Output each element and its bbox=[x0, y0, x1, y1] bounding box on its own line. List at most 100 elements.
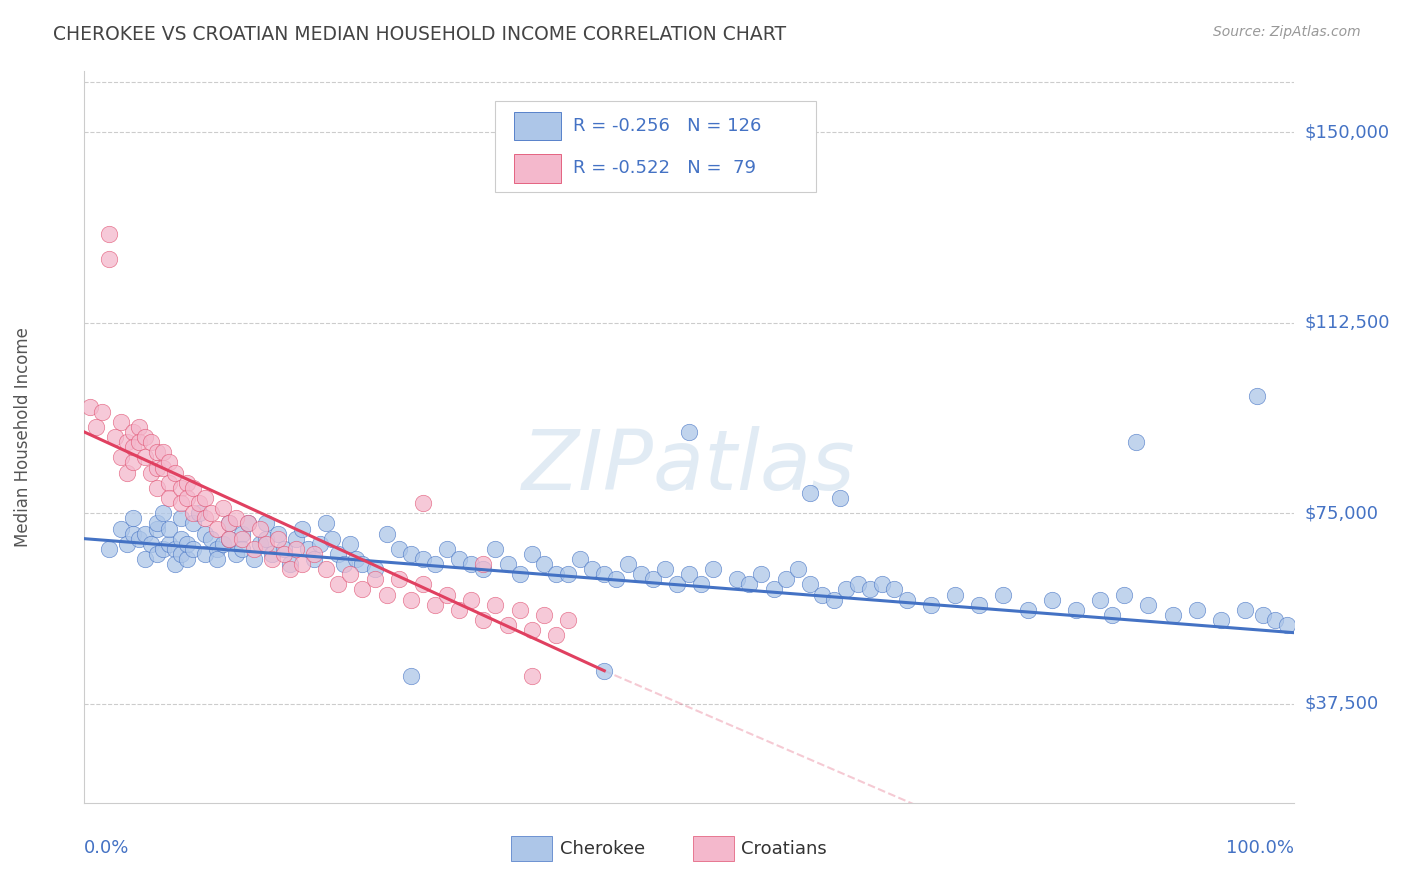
Point bbox=[115, 537, 138, 551]
Point bbox=[249, 537, 271, 551]
Point bbox=[786, 562, 808, 576]
Point bbox=[846, 577, 869, 591]
Point bbox=[236, 516, 259, 531]
Point bbox=[170, 496, 193, 510]
Point bbox=[1246, 389, 1268, 403]
Point bbox=[139, 537, 162, 551]
Point bbox=[254, 516, 277, 531]
Point bbox=[799, 486, 821, 500]
Point bbox=[449, 552, 471, 566]
Point bbox=[509, 567, 531, 582]
Point bbox=[328, 577, 350, 591]
Point bbox=[920, 598, 942, 612]
Point bbox=[302, 552, 325, 566]
Text: R = -0.522   N =  79: R = -0.522 N = 79 bbox=[572, 160, 756, 178]
Point bbox=[267, 532, 290, 546]
Point bbox=[218, 516, 240, 531]
Point bbox=[134, 450, 156, 465]
Point bbox=[212, 501, 235, 516]
Point bbox=[449, 603, 471, 617]
Point bbox=[520, 623, 543, 637]
Point bbox=[823, 592, 845, 607]
Point bbox=[352, 582, 374, 597]
Point bbox=[678, 425, 700, 439]
Point bbox=[811, 588, 834, 602]
Point bbox=[509, 603, 531, 617]
Point bbox=[146, 516, 169, 531]
FancyBboxPatch shape bbox=[512, 837, 553, 862]
Point bbox=[207, 541, 229, 556]
Point bbox=[339, 567, 361, 582]
Point bbox=[738, 577, 761, 591]
Point bbox=[254, 532, 277, 546]
Point bbox=[1234, 603, 1257, 617]
Text: $150,000: $150,000 bbox=[1305, 123, 1389, 141]
Point bbox=[152, 460, 174, 475]
Point bbox=[194, 491, 217, 505]
Point bbox=[399, 669, 422, 683]
Point bbox=[121, 511, 143, 525]
Point bbox=[1114, 588, 1136, 602]
Point bbox=[176, 475, 198, 490]
Point bbox=[176, 537, 198, 551]
Point bbox=[170, 532, 193, 546]
Point bbox=[630, 567, 652, 582]
Point bbox=[242, 552, 264, 566]
Point bbox=[436, 541, 458, 556]
Point bbox=[762, 582, 785, 597]
Point bbox=[121, 526, 143, 541]
Point bbox=[165, 541, 187, 556]
Point bbox=[146, 460, 169, 475]
Point bbox=[1277, 618, 1299, 632]
Point bbox=[115, 466, 138, 480]
Point bbox=[110, 521, 132, 535]
Point bbox=[254, 537, 277, 551]
Point bbox=[157, 491, 180, 505]
Point bbox=[194, 547, 217, 561]
Point bbox=[110, 450, 132, 465]
Point bbox=[152, 445, 174, 459]
Point bbox=[267, 526, 290, 541]
Point bbox=[146, 521, 169, 535]
Point bbox=[484, 598, 506, 612]
Point bbox=[181, 516, 204, 531]
Point bbox=[388, 572, 411, 586]
Text: Median Household Income: Median Household Income bbox=[14, 327, 32, 547]
Point bbox=[121, 440, 143, 454]
Point bbox=[176, 552, 198, 566]
Text: Cherokee: Cherokee bbox=[560, 840, 645, 858]
Text: Source: ZipAtlas.com: Source: ZipAtlas.com bbox=[1213, 25, 1361, 39]
Point bbox=[460, 557, 482, 571]
Point bbox=[146, 547, 169, 561]
Point bbox=[139, 435, 162, 450]
Point bbox=[496, 557, 519, 571]
Point bbox=[352, 557, 374, 571]
Point bbox=[146, 445, 169, 459]
Point bbox=[110, 415, 132, 429]
Point bbox=[533, 607, 555, 622]
Point bbox=[188, 506, 211, 520]
Text: $75,000: $75,000 bbox=[1305, 504, 1379, 523]
Point bbox=[297, 541, 319, 556]
Point bbox=[79, 400, 101, 414]
Point bbox=[128, 532, 150, 546]
Point bbox=[91, 405, 114, 419]
Point bbox=[121, 425, 143, 439]
Point bbox=[321, 532, 343, 546]
Point bbox=[194, 526, 217, 541]
Point bbox=[260, 547, 283, 561]
Point bbox=[460, 592, 482, 607]
Point bbox=[775, 572, 797, 586]
Point bbox=[472, 562, 495, 576]
Point bbox=[170, 511, 193, 525]
Point bbox=[278, 562, 301, 576]
Point bbox=[200, 532, 222, 546]
Point bbox=[678, 567, 700, 582]
Point bbox=[134, 526, 156, 541]
Point bbox=[967, 598, 990, 612]
Point bbox=[830, 491, 852, 505]
Point bbox=[423, 598, 446, 612]
Point bbox=[97, 252, 120, 267]
Point bbox=[207, 552, 229, 566]
Point bbox=[170, 547, 193, 561]
